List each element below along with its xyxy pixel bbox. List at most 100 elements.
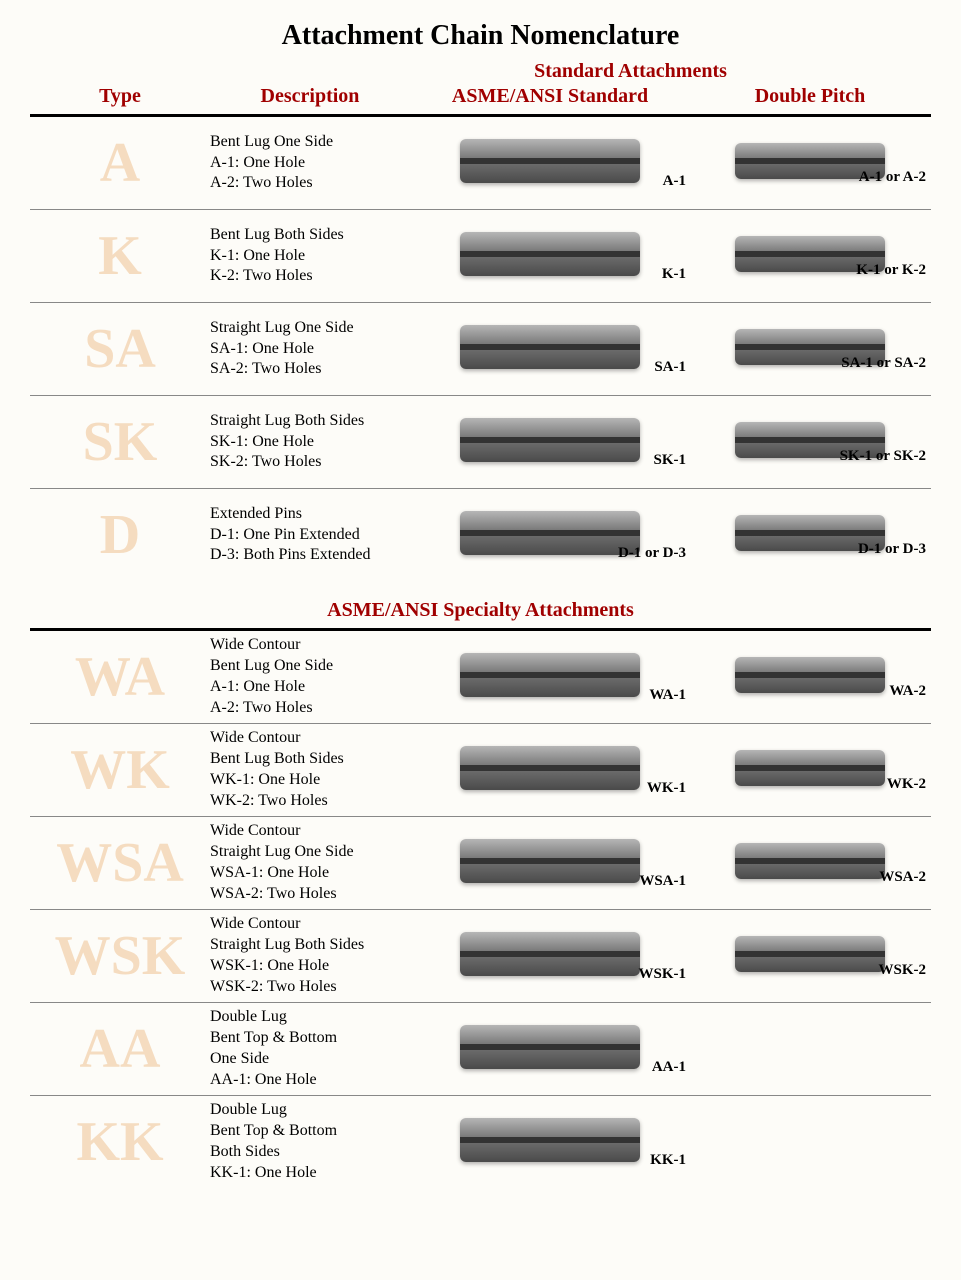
std-image-cell: A-1 [410, 139, 690, 188]
description-line: SK-1: One Hole [210, 432, 410, 453]
description-cell: Wide ContourStraight Lug Both SidesWSK-1… [210, 914, 410, 997]
description-cell: Straight Lug One SideSA-1: One HoleSA-2:… [210, 318, 410, 380]
description-line: K-1: One Hole [210, 246, 410, 267]
description-cell: Extended PinsD-1: One Pin ExtendedD-3: B… [210, 504, 410, 566]
dbl-caption: WSA-2 [879, 869, 926, 886]
type-cell: WSK [30, 928, 210, 984]
table-row: SKStraight Lug Both SidesSK-1: One HoleS… [30, 396, 931, 488]
description-line: Straight Lug One Side [210, 318, 410, 339]
std-caption: K-1 [662, 266, 686, 283]
dbl-caption: K-1 or K-2 [856, 262, 926, 279]
dbl-image-cell: WK-2 [690, 750, 930, 791]
type-letter: KK [30, 1114, 210, 1170]
chain-illustration [735, 750, 885, 786]
table-row: SAStraight Lug One SideSA-1: One HoleSA-… [30, 303, 931, 395]
description-cell: Double LugBent Top & BottomBoth SidesKK-… [210, 1100, 410, 1183]
description-cell: Wide ContourBent Lug One SideA-1: One Ho… [210, 635, 410, 718]
description-line: KK-1: One Hole [210, 1163, 410, 1184]
chain-illustration [460, 1118, 640, 1162]
description-cell: Wide ContourBent Lug Both SidesWK-1: One… [210, 728, 410, 811]
dbl-image-cell: WSA-2 [690, 843, 930, 884]
description-line: Wide Contour [210, 635, 410, 656]
description-line: Wide Contour [210, 728, 410, 749]
type-letter: K [30, 228, 210, 284]
dbl-caption: WSK-2 [878, 962, 926, 979]
std-image-cell: KK-1 [410, 1118, 690, 1167]
standard-attachments-header: Standard Attachments [330, 60, 931, 83]
std-caption: WSK-1 [638, 966, 686, 983]
std-image-cell: SK-1 [410, 418, 690, 467]
column-headers: Type Description ASME/ANSI Standard Doub… [30, 83, 931, 114]
type-cell: WA [30, 649, 210, 705]
description-line: WSK-1: One Hole [210, 956, 410, 977]
type-letter: WSK [30, 928, 210, 984]
description-line: K-2: Two Holes [210, 266, 410, 287]
chain-illustration [460, 653, 640, 697]
table-row: WSKWide ContourStraight Lug Both SidesWS… [30, 910, 931, 1002]
description-line: A-1: One Hole [210, 153, 410, 174]
std-image-cell: WSK-1 [410, 932, 690, 981]
type-letter: WSA [30, 835, 210, 891]
type-cell: KK [30, 1114, 210, 1170]
type-cell: A [30, 135, 210, 191]
type-cell: SA [30, 321, 210, 377]
description-line: Straight Lug Both Sides [210, 935, 410, 956]
description-line: SA-2: Two Holes [210, 359, 410, 380]
std-image-cell: D-1 or D-3 [410, 511, 690, 560]
type-letter: WA [30, 649, 210, 705]
dbl-image-cell: K-1 or K-2 [690, 236, 930, 277]
description-line: Bent Lug One Side [210, 656, 410, 677]
description-line: D-1: One Pin Extended [210, 525, 410, 546]
table-row: AADouble LugBent Top & BottomOne SideAA-… [30, 1003, 931, 1095]
description-cell: Bent Lug Both SidesK-1: One HoleK-2: Two… [210, 225, 410, 287]
description-line: A-2: Two Holes [210, 698, 410, 719]
std-caption: KK-1 [650, 1152, 686, 1169]
type-cell: D [30, 507, 210, 563]
std-caption: SK-1 [653, 452, 686, 469]
std-caption: D-1 or D-3 [618, 545, 686, 562]
description-line: WK-2: Two Holes [210, 791, 410, 812]
description-line: SA-1: One Hole [210, 339, 410, 360]
chain-illustration [460, 511, 640, 555]
chain-illustration [735, 657, 885, 693]
dbl-image-cell: WA-2 [690, 657, 930, 698]
type-cell: AA [30, 1021, 210, 1077]
description-line: Bent Lug One Side [210, 132, 410, 153]
description-line: Bent Top & Bottom [210, 1121, 410, 1142]
description-line: Straight Lug Both Sides [210, 411, 410, 432]
chain-illustration [735, 843, 885, 879]
std-image-cell: SA-1 [410, 325, 690, 374]
dbl-caption: D-1 or D-3 [858, 541, 926, 558]
std-caption: SA-1 [654, 359, 686, 376]
std-image-cell: K-1 [410, 232, 690, 281]
type-letter: SA [30, 321, 210, 377]
table-row: WKWide ContourBent Lug Both SidesWK-1: O… [30, 724, 931, 816]
description-line: AA-1: One Hole [210, 1070, 410, 1091]
dbl-caption: SK-1 or SK-2 [840, 448, 926, 465]
type-cell: K [30, 228, 210, 284]
header-double-pitch: Double Pitch [690, 85, 930, 108]
table-row: WSAWide ContourStraight Lug One SideWSA-… [30, 817, 931, 909]
description-line: Straight Lug One Side [210, 842, 410, 863]
description-line: Wide Contour [210, 914, 410, 935]
description-line: WK-1: One Hole [210, 770, 410, 791]
std-caption: AA-1 [652, 1059, 686, 1076]
description-line: SK-2: Two Holes [210, 452, 410, 473]
chain-illustration [460, 139, 640, 183]
description-cell: Wide ContourStraight Lug One SideWSA-1: … [210, 821, 410, 904]
specialty-attachments-header: ASME/ANSI Specialty Attachments [30, 599, 931, 622]
description-line: Extended Pins [210, 504, 410, 525]
chain-illustration [735, 936, 885, 972]
type-letter: WK [30, 742, 210, 798]
type-cell: WK [30, 742, 210, 798]
std-caption: WK-1 [647, 780, 686, 797]
description-line: WSK-2: Two Holes [210, 977, 410, 998]
description-cell: Double LugBent Top & BottomOne SideAA-1:… [210, 1007, 410, 1090]
dbl-image-cell: D-1 or D-3 [690, 515, 930, 556]
dbl-caption: WK-2 [887, 776, 926, 793]
description-line: One Side [210, 1049, 410, 1070]
chain-illustration [460, 746, 640, 790]
table-row: ABent Lug One SideA-1: One HoleA-2: Two … [30, 117, 931, 209]
type-letter: D [30, 507, 210, 563]
description-cell: Bent Lug One SideA-1: One HoleA-2: Two H… [210, 132, 410, 194]
